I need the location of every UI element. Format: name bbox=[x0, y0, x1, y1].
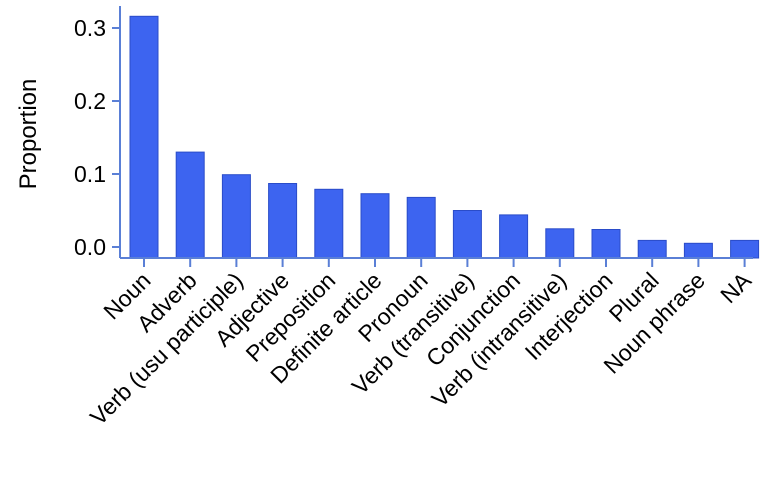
bar-noun-phrase bbox=[683, 242, 713, 259]
bars-group bbox=[129, 15, 760, 259]
bar-definite-article bbox=[360, 193, 390, 259]
bar-verb-intransitive bbox=[545, 228, 575, 259]
bar-preposition bbox=[314, 188, 344, 259]
bar-plural bbox=[637, 239, 667, 259]
bar-adjective bbox=[268, 183, 298, 259]
bar-pronoun bbox=[406, 196, 436, 259]
x-tick-label: NA bbox=[715, 267, 756, 308]
bar-verb-usu-participle bbox=[221, 174, 251, 259]
y-tick-label: 0.2 bbox=[74, 88, 106, 114]
axes-group bbox=[119, 6, 753, 259]
bar-adverb bbox=[175, 151, 205, 259]
bar-na bbox=[730, 239, 760, 259]
bar-verb-transitive bbox=[452, 210, 482, 259]
y-tick-label: 0.1 bbox=[74, 161, 106, 187]
bar-interjection bbox=[591, 229, 621, 259]
y-ticks-group: 0.0 0.1 0.2 0.3 bbox=[74, 15, 120, 260]
y-tick-label: 0.3 bbox=[74, 15, 106, 41]
bar-conjunction bbox=[499, 214, 529, 259]
y-axis-title: Proportion bbox=[15, 79, 42, 190]
bar-noun bbox=[129, 15, 159, 259]
y-tick-label: 0.0 bbox=[74, 234, 106, 260]
